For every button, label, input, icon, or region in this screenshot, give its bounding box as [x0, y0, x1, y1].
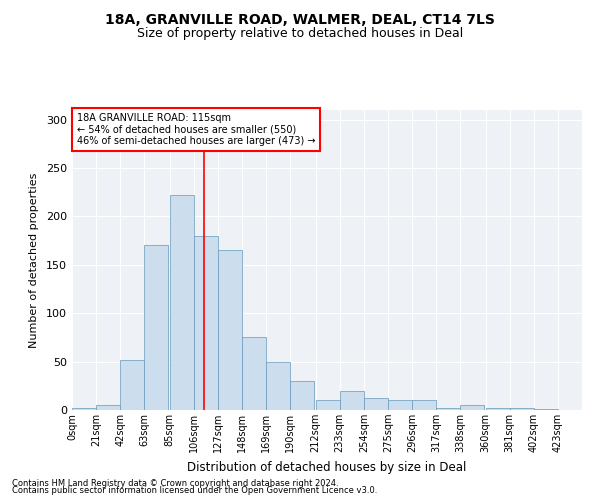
Bar: [242, 338, 266, 410]
X-axis label: Distribution of detached houses by size in Deal: Distribution of detached houses by size …: [187, 460, 467, 473]
Bar: [460, 405, 484, 410]
Bar: [485, 408, 509, 410]
Bar: [120, 360, 145, 410]
Bar: [412, 400, 436, 410]
Text: 18A, GRANVILLE ROAD, WALMER, DEAL, CT14 7LS: 18A, GRANVILLE ROAD, WALMER, DEAL, CT14 …: [105, 12, 495, 26]
Text: Contains HM Land Registry data © Crown copyright and database right 2024.: Contains HM Land Registry data © Crown c…: [12, 478, 338, 488]
Bar: [194, 236, 218, 410]
Bar: [218, 250, 242, 410]
Bar: [96, 405, 120, 410]
Bar: [364, 398, 388, 410]
Y-axis label: Number of detached properties: Number of detached properties: [29, 172, 39, 348]
Bar: [72, 408, 96, 410]
Bar: [436, 408, 460, 410]
Bar: [340, 390, 364, 410]
Text: 18A GRANVILLE ROAD: 115sqm
← 54% of detached houses are smaller (550)
46% of sem: 18A GRANVILLE ROAD: 115sqm ← 54% of deta…: [77, 113, 316, 146]
Bar: [509, 408, 534, 410]
Text: Contains public sector information licensed under the Open Government Licence v3: Contains public sector information licen…: [12, 486, 377, 495]
Bar: [388, 400, 412, 410]
Bar: [316, 400, 340, 410]
Bar: [290, 381, 314, 410]
Bar: [534, 409, 558, 410]
Bar: [266, 362, 290, 410]
Text: Size of property relative to detached houses in Deal: Size of property relative to detached ho…: [137, 28, 463, 40]
Bar: [145, 246, 169, 410]
Bar: [170, 195, 194, 410]
